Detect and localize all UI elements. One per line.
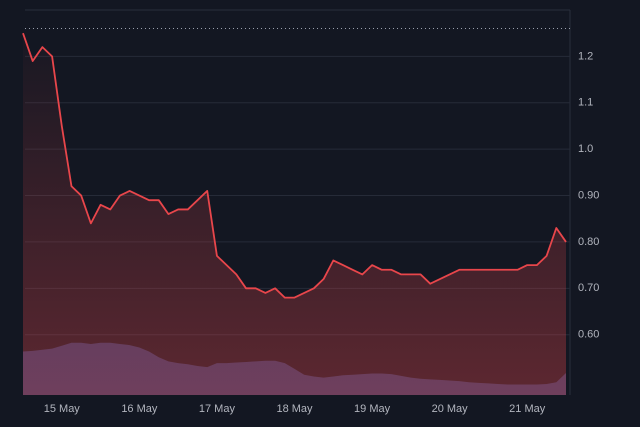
x-tick-label: 15 May — [44, 403, 81, 415]
price-line — [22, 32, 567, 299]
x-tick-label: 16 May — [121, 403, 158, 415]
y-tick-label: 0.90 — [578, 189, 599, 201]
x-tick-label: 21 May — [509, 403, 546, 415]
x-tick-label: 20 May — [432, 403, 469, 415]
price-area — [23, 33, 566, 395]
x-tick-label: 18 May — [276, 403, 313, 415]
y-tick-label: 0.60 — [578, 329, 599, 341]
x-tick-label: 19 May — [354, 403, 391, 415]
y-tick-label: 1.1 — [578, 97, 593, 109]
y-tick-label: 0.70 — [578, 282, 599, 294]
y-tick-label: 1.2 — [578, 50, 593, 62]
y-tick-label: 1.0 — [578, 143, 593, 155]
y-tick-label: 0.80 — [578, 236, 599, 248]
x-tick-label: 17 May — [199, 403, 236, 415]
